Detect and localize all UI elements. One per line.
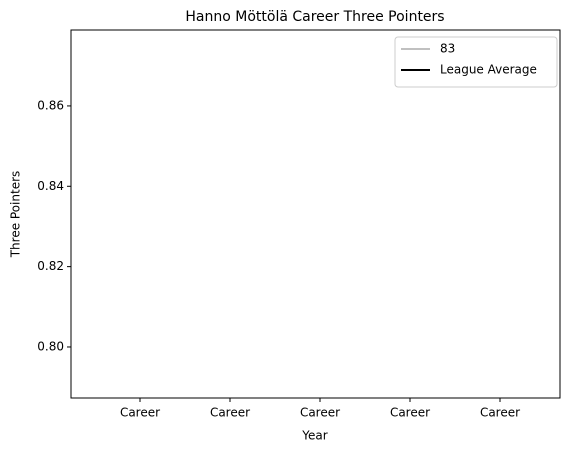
chart-title: Hanno Möttölä Career Three Pointers [185, 9, 444, 25]
y-tick-label: 0.86 [37, 98, 64, 112]
y-tick-label: 0.84 [37, 179, 64, 193]
legend-label: League Average [440, 63, 537, 77]
y-tick-label: 0.82 [37, 259, 64, 273]
legend-label: 83 [440, 42, 455, 56]
x-tick-label: Career [210, 406, 250, 420]
y-tick-label: 0.80 [37, 339, 64, 353]
legend-box [394, 36, 558, 88]
x-axis-label: Year [301, 429, 327, 443]
y-axis-label: Three Pointers [9, 171, 23, 259]
x-tick-label: Career [390, 406, 430, 420]
plot-frame [70, 29, 561, 399]
x-tick-label: Career [300, 406, 340, 420]
x-tick-label: Career [120, 406, 160, 420]
x-tick-label: Career [480, 406, 520, 420]
